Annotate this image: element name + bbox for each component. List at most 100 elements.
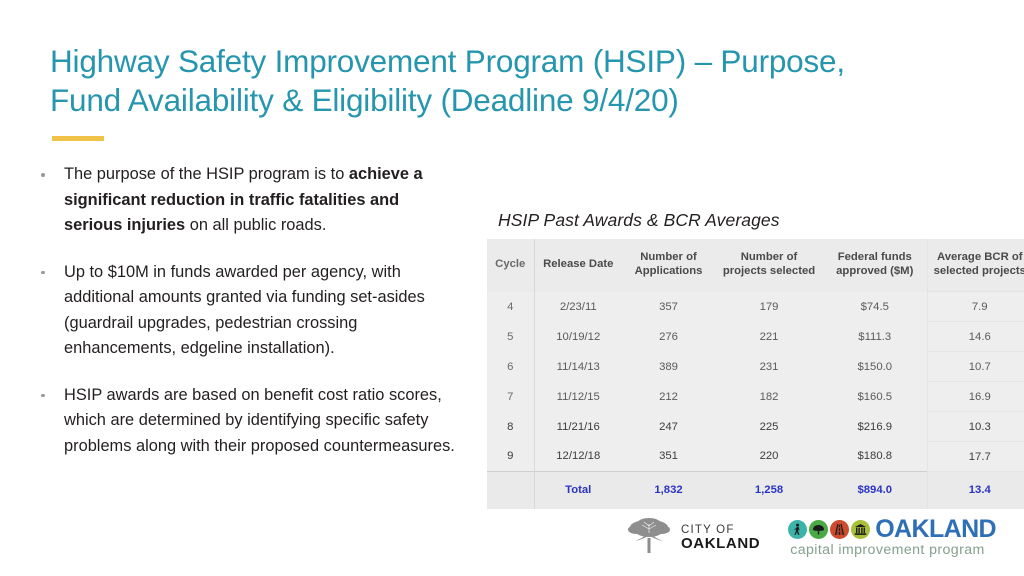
cell-applications: 247 (622, 411, 715, 442)
cell-release-date: 11/12/15 (534, 381, 622, 412)
cell-cycle: 6 (487, 351, 535, 382)
roadway-icon (830, 520, 850, 539)
city-of-oakland-logo: CITY OF OAKLAND (626, 516, 760, 559)
header-line: Applications (634, 265, 703, 278)
cell-total-average-bcr: 13.4 (926, 471, 1024, 509)
cell-release-date: 12/12/18 (534, 441, 622, 472)
cell-projects-selected: 220 (715, 441, 823, 472)
cell-cycle: 9 (487, 441, 535, 472)
cell-projects-selected: 221 (715, 321, 823, 352)
cell-projects-selected: 225 (715, 411, 823, 442)
oak-tree-icon (626, 516, 672, 559)
title-accent-rule (52, 136, 104, 141)
header-line: Cycle (495, 258, 526, 271)
bullet-dot-icon (41, 393, 45, 397)
table-row: 8 11/21/16 247 225 $216.9 10.3 (487, 411, 1024, 442)
cell-federal-funds: $74.5 (823, 291, 927, 322)
cell-release-date: 11/21/16 (534, 411, 622, 442)
bullet-dot-icon (41, 270, 45, 274)
header-line: Release Date (543, 258, 614, 271)
cell-federal-funds: $150.0 (823, 351, 927, 382)
cell-projects-selected: 179 (715, 291, 823, 322)
header-line: Number of (740, 251, 798, 264)
cell-average-bcr: 17.7 (926, 441, 1024, 472)
cell-total-blank (487, 471, 535, 509)
cell-average-bcr: 7.9 (926, 291, 1024, 322)
list-item: Up to $10M in funds awarded per agency, … (36, 260, 461, 362)
cell-total-projects-selected: 1,258 (715, 471, 823, 509)
oakland-cip-logo: OAKLAND capital improvement program (788, 515, 997, 558)
header-line: selected projects (933, 265, 1024, 277)
bullet-list: The purpose of the HSIP program is to ac… (36, 162, 461, 459)
cell-projects-selected: 182 (715, 381, 823, 412)
header-line: Average BCR of (936, 251, 1023, 263)
cell-average-bcr: 10.7 (926, 351, 1024, 382)
cell-cycle: 4 (487, 291, 535, 322)
cell-cycle: 7 (487, 381, 535, 412)
header-line: projects selected (722, 265, 816, 278)
cell-applications: 357 (622, 291, 715, 322)
bullet-dot-icon (41, 173, 45, 177)
column-header-release-date: Release Date (534, 239, 622, 292)
column-header-cycle: Cycle (487, 239, 535, 292)
table-body: 4 2/23/11 357 179 $74.5 7.9 5 10/19/12 2… (487, 291, 1024, 509)
header-line: Federal funds (837, 251, 912, 264)
list-item: HSIP awards are based on benefit cost ra… (36, 383, 461, 460)
cell-cycle: 5 (487, 321, 535, 352)
cip-logo-top-row: OAKLAND (788, 515, 997, 543)
city-logo-line1: CITY OF (681, 523, 735, 536)
cell-total-label: Total (534, 471, 622, 509)
cell-projects-selected: 231 (715, 351, 823, 382)
cell-average-bcr: 14.6 (926, 321, 1024, 352)
page-title: Highway Safety Improvement Program (HSIP… (50, 42, 1015, 120)
column-header-number-of-projects-selected: Number of projects selected (715, 239, 823, 292)
pedestrian-icon (788, 520, 808, 539)
cell-applications: 212 (622, 381, 715, 412)
list-item: The purpose of the HSIP program is to ac… (36, 162, 461, 239)
column-header-federal-funds-approved: Federal funds approved ($M) (823, 239, 927, 292)
table-row: 5 10/19/12 276 221 $111.3 14.6 (487, 321, 1024, 352)
table-row: 9 12/12/18 351 220 $180.8 17.7 (487, 441, 1024, 472)
cell-release-date: 11/14/13 (534, 351, 622, 382)
cell-release-date: 10/19/12 (534, 321, 622, 352)
bullet-text-pre: Up to $10M in funds awarded per agency, … (64, 262, 425, 358)
cell-cycle: 8 (487, 411, 535, 442)
bullet-text-bold: achieve a significant reduction in traff… (64, 165, 423, 234)
cell-applications: 276 (622, 321, 715, 352)
table-header-row: Cycle Release Date Number of Applications… (487, 239, 1024, 292)
title-block: Highway Safety Improvement Program (HSIP… (50, 42, 1015, 120)
cell-federal-funds: $160.5 (823, 381, 927, 412)
column-header-number-of-applications: Number of Applications (622, 239, 715, 292)
cell-release-date: 2/23/11 (534, 291, 622, 322)
bullet-text-pre: The purpose of the HSIP program is to (64, 165, 349, 183)
cell-federal-funds: $216.9 (823, 411, 927, 442)
city-logo-line2: OAKLAND (681, 534, 761, 552)
city-logo-text: CITY OF OAKLAND (681, 524, 760, 552)
table-caption: HSIP Past Awards & BCR Averages (498, 210, 780, 230)
cell-total-federal-funds: $894.0 (823, 471, 927, 509)
cip-logo-word: OAKLAND (875, 515, 996, 543)
hsip-awards-table: Cycle Release Date Number of Applications… (487, 239, 1024, 509)
title-line-2: Fund Availability & Eligibility (Deadlin… (50, 82, 679, 118)
footer-logos: CITY OF OAKLAND (626, 515, 997, 559)
table-row: 4 2/23/11 357 179 $74.5 7.9 (487, 291, 1024, 322)
cell-federal-funds: $111.3 (823, 321, 927, 352)
civic-building-icon (851, 520, 871, 539)
table-row: 7 11/12/15 212 182 $160.5 16.9 (487, 381, 1024, 412)
header-line: approved ($M) (836, 265, 914, 278)
cip-logo-subtitle: capital improvement program (790, 542, 985, 558)
header-line: Number of (640, 251, 697, 264)
column-header-average-bcr: Average BCR of selected projects (926, 239, 1024, 292)
table-total-row: Total 1,832 1,258 $894.0 13.4 (487, 471, 1024, 509)
bullet-text-post: on all public roads. (185, 216, 327, 234)
title-line-1: Highway Safety Improvement Program (HSIP… (50, 43, 845, 79)
cip-icon-set (788, 520, 871, 539)
cell-federal-funds: $180.8 (823, 441, 927, 472)
tree-icon (809, 520, 829, 539)
cell-total-applications: 1,832 (622, 471, 715, 509)
cell-applications: 389 (622, 351, 715, 382)
cell-average-bcr: 16.9 (926, 381, 1024, 412)
table-row: 6 11/14/13 389 231 $150.0 10.7 (487, 351, 1024, 382)
cell-applications: 351 (622, 441, 715, 472)
